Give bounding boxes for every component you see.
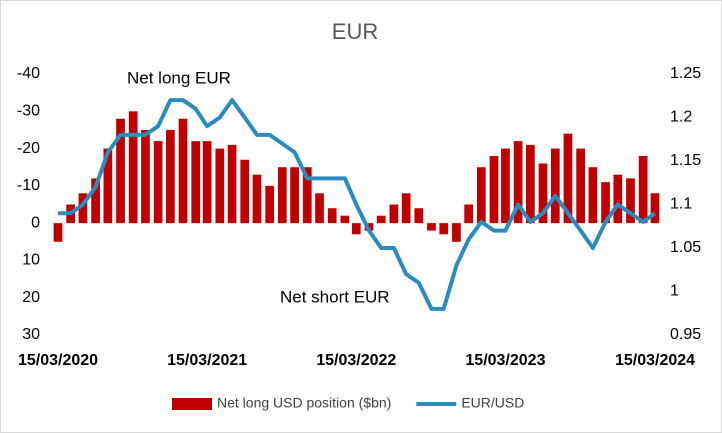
y-tick-label: -20 <box>17 140 40 157</box>
bar <box>277 167 287 224</box>
y-tick-label: 30 <box>22 326 40 343</box>
chart-title: EUR <box>332 19 378 44</box>
bar <box>376 215 386 224</box>
bar <box>265 185 275 224</box>
annotation: Net long EUR <box>127 68 231 87</box>
y2-tick-label: 1.1 <box>670 196 692 213</box>
bar <box>315 193 324 224</box>
bar <box>452 223 461 242</box>
bar <box>601 182 610 224</box>
bar <box>538 163 548 224</box>
bar <box>78 193 88 224</box>
bar <box>103 148 113 224</box>
bar <box>153 141 163 224</box>
x-tick-label: 15/03/2020 <box>18 352 98 369</box>
bar <box>489 156 499 224</box>
bar <box>576 148 585 224</box>
bar <box>53 223 63 242</box>
y-tick-label: 20 <box>22 289 40 306</box>
x-tick-label: 15/03/2024 <box>615 352 695 369</box>
x-tick-label: 15/03/2022 <box>316 352 396 369</box>
bar <box>191 141 201 224</box>
bar <box>401 193 411 224</box>
bar <box>351 223 361 235</box>
bar <box>327 208 337 224</box>
y2-tick-label: 1.25 <box>670 65 701 82</box>
annotation: Net short EUR <box>280 287 390 306</box>
bar <box>166 129 175 224</box>
bar <box>439 223 449 235</box>
bar <box>302 167 312 224</box>
y-tick-label: -10 <box>17 177 40 194</box>
y-tick-label: 0 <box>31 214 40 231</box>
bar <box>526 144 535 224</box>
bar <box>128 111 138 224</box>
bar <box>650 193 660 224</box>
y2-tick-label: 1 <box>670 283 679 300</box>
bar <box>550 148 560 224</box>
bar <box>464 204 474 224</box>
y2-tick-label: 0.95 <box>670 326 701 343</box>
bar <box>91 178 100 224</box>
bar <box>290 167 299 224</box>
bar <box>626 178 635 224</box>
bar <box>638 156 648 224</box>
y-tick-label: -40 <box>17 65 40 82</box>
bar <box>116 118 125 224</box>
bar <box>389 204 399 224</box>
bar <box>476 167 486 224</box>
bar <box>340 215 350 224</box>
legend-swatch <box>172 398 212 410</box>
line <box>58 98 657 311</box>
bar <box>613 174 623 224</box>
y-tick-label: -30 <box>17 103 40 120</box>
bar <box>414 208 424 224</box>
bar <box>141 129 150 224</box>
y2-tick-label: 1.05 <box>670 239 701 256</box>
bar <box>563 133 573 224</box>
x-tick-label: 15/03/2021 <box>167 352 247 369</box>
bar <box>227 144 237 224</box>
bar <box>202 141 212 224</box>
y-tick-label: 10 <box>22 252 40 269</box>
bar <box>588 167 598 224</box>
bar <box>215 148 225 224</box>
y2-tick-label: 1.15 <box>670 152 701 169</box>
bar <box>252 174 262 224</box>
bar <box>178 118 188 224</box>
y2-tick-label: 1.2 <box>670 109 692 126</box>
x-tick-label: 15/03/2023 <box>465 352 545 369</box>
bar <box>513 141 523 224</box>
legend-label: EUR/USD <box>461 395 524 411</box>
bar <box>427 223 436 231</box>
bar <box>240 159 250 224</box>
legend-label: Net long USD position ($bn) <box>217 395 391 411</box>
bar <box>501 148 510 224</box>
